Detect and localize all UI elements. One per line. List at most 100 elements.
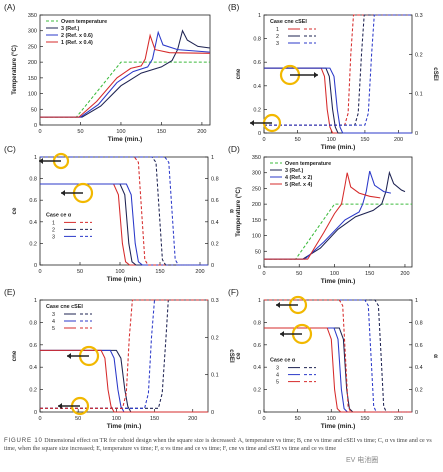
chart-panel-2: (C) 0 50 100 150 200 0 0.2 0.4 0.6 0.8 1 0 0.2 0.4 0.6 0…	[4, 144, 235, 283]
y-tick-label: 0.6	[29, 198, 37, 204]
panel-label: (C)	[4, 144, 16, 154]
x-axis-label: Time (min.)	[321, 278, 356, 285]
panel-label: (A)	[4, 2, 16, 12]
y2-tick-label: 0.8	[415, 320, 423, 326]
y-axis-label: ce	[235, 352, 242, 359]
y-tick-label: 0.2	[253, 107, 261, 113]
x-tick-label: 100	[115, 269, 124, 275]
series-line-0	[264, 67, 412, 134]
plot-frame	[263, 156, 413, 268]
x-tick-label: 0	[262, 416, 265, 422]
x-tick-label: 0	[38, 129, 41, 135]
series-line-3	[40, 156, 208, 266]
y-tick-label: 0	[34, 123, 37, 129]
y-tick-label: 50	[31, 107, 37, 113]
y2-tick-label: 1	[415, 298, 418, 304]
chart-panel-1: (B) 0 50 100 150 200 0 0.2 0.4 0.6 0.8 1 0 0.1 0.2 0.3 T…	[228, 2, 439, 151]
x-tick-label: 150	[150, 416, 159, 422]
y2-axis-label: α	[228, 209, 235, 213]
x-tick-label: 150	[365, 271, 374, 277]
y-tick-label: 250	[28, 44, 37, 50]
x-axis-label: Time (min.)	[107, 423, 142, 430]
y-tick-label: 300	[252, 171, 261, 177]
x-tick-label: 150	[157, 129, 166, 135]
x-tick-label: 150	[360, 416, 369, 422]
x-axis-label: Time (min.)	[107, 276, 142, 283]
y-tick-label: 350	[28, 13, 37, 19]
y2-tick-label: 0	[415, 131, 418, 137]
x-tick-label: 50	[77, 269, 83, 275]
y-axis-label: Temperature (°C)	[11, 45, 18, 95]
x-tick-label: 100	[112, 416, 121, 422]
x-tick-label: 50	[295, 137, 301, 143]
x-tick-label: 0	[38, 416, 41, 422]
y2-tick-label: 0.2	[211, 335, 219, 341]
series-line-5	[40, 299, 208, 409]
x-tick-label: 200	[400, 271, 409, 277]
y2-tick-label: 0.6	[211, 198, 219, 204]
legend-entry: 2	[276, 34, 279, 40]
x-tick-label: 150	[360, 137, 369, 143]
y-tick-label: 0.8	[29, 177, 37, 183]
y-tick-label: 0	[258, 410, 261, 416]
series-line-3	[264, 172, 381, 260]
y-axis-label: ce	[11, 207, 18, 214]
y-tick-label: 300	[28, 29, 37, 35]
y2-tick-label: 0.6	[415, 343, 423, 349]
y2-axis-label: α	[432, 354, 439, 358]
figure-caption: FIGURE 10 Dimensional effect on TR for c…	[4, 437, 440, 453]
x-tick-label: 0	[38, 269, 41, 275]
y-tick-label: 50	[255, 249, 261, 255]
series-line-2	[40, 30, 211, 118]
y-tick-label: 0.4	[29, 220, 37, 226]
x-axis-label: Time (min.)	[321, 423, 356, 430]
x-tick-label: 0	[262, 137, 265, 143]
y2-tick-label: 0.2	[415, 52, 423, 58]
series-line-2	[264, 327, 412, 413]
y2-tick-label: 0.1	[415, 92, 423, 98]
annotation-arrow-head	[250, 120, 254, 126]
legend-entry: 4 (Ref. x 2)	[285, 175, 312, 181]
y-tick-label: 350	[252, 155, 261, 161]
legend-entry: 3	[52, 234, 55, 240]
y-axis-label: cne	[235, 68, 242, 79]
legend-entry: 2	[52, 227, 55, 233]
y2-tick-label: 0.3	[211, 298, 219, 304]
x-tick-label: 200	[394, 416, 403, 422]
series-line-0	[40, 349, 208, 413]
series-line-2	[264, 67, 412, 134]
y2-tick-label: 0.8	[211, 177, 219, 183]
y-tick-label: 1	[34, 155, 37, 161]
series-line-0	[264, 203, 412, 260]
annotation-arrow-head	[280, 331, 284, 337]
series-line-2	[40, 349, 208, 413]
y2-tick-label: 0	[211, 410, 214, 416]
x-axis-label: Time (min.)	[321, 144, 356, 151]
y-tick-label: 250	[252, 186, 261, 192]
y2-tick-label: 0.4	[415, 365, 423, 371]
annotation-arrow-head	[58, 403, 62, 409]
plot-frame	[39, 299, 209, 413]
x-tick-label: 150	[155, 269, 164, 275]
x-tick-label: 200	[394, 137, 403, 143]
y-tick-label: 100	[28, 92, 37, 98]
legend-entry: 3	[276, 41, 279, 47]
y2-tick-label: 0.1	[211, 373, 219, 379]
legend-entry: 5	[52, 326, 55, 332]
legend-header: Case cne cSEI	[46, 304, 83, 310]
x-tick-label: 200	[195, 269, 204, 275]
y-tick-label: 200	[28, 60, 37, 66]
legend-entry: 3 (Ref.)	[285, 168, 303, 174]
legend-entry: 5	[276, 380, 279, 386]
y2-tick-label: 0.3	[415, 13, 423, 19]
legend-header: Case ce α	[46, 212, 72, 218]
series-line-2	[40, 183, 208, 266]
y-tick-label: 0.6	[253, 343, 261, 349]
series-line-0	[40, 61, 210, 118]
y2-tick-label: 0	[211, 263, 214, 269]
series-line-3	[264, 299, 412, 413]
chart-panel-3: (D) 0 50 100 150 200 0 50 100 150 200 250 300 350 Time…	[228, 144, 413, 285]
y-axis-label: Temperature (°C)	[235, 187, 242, 237]
y2-tick-label: 0.2	[211, 241, 219, 247]
legend-header: Case cne cSEI	[270, 19, 307, 25]
